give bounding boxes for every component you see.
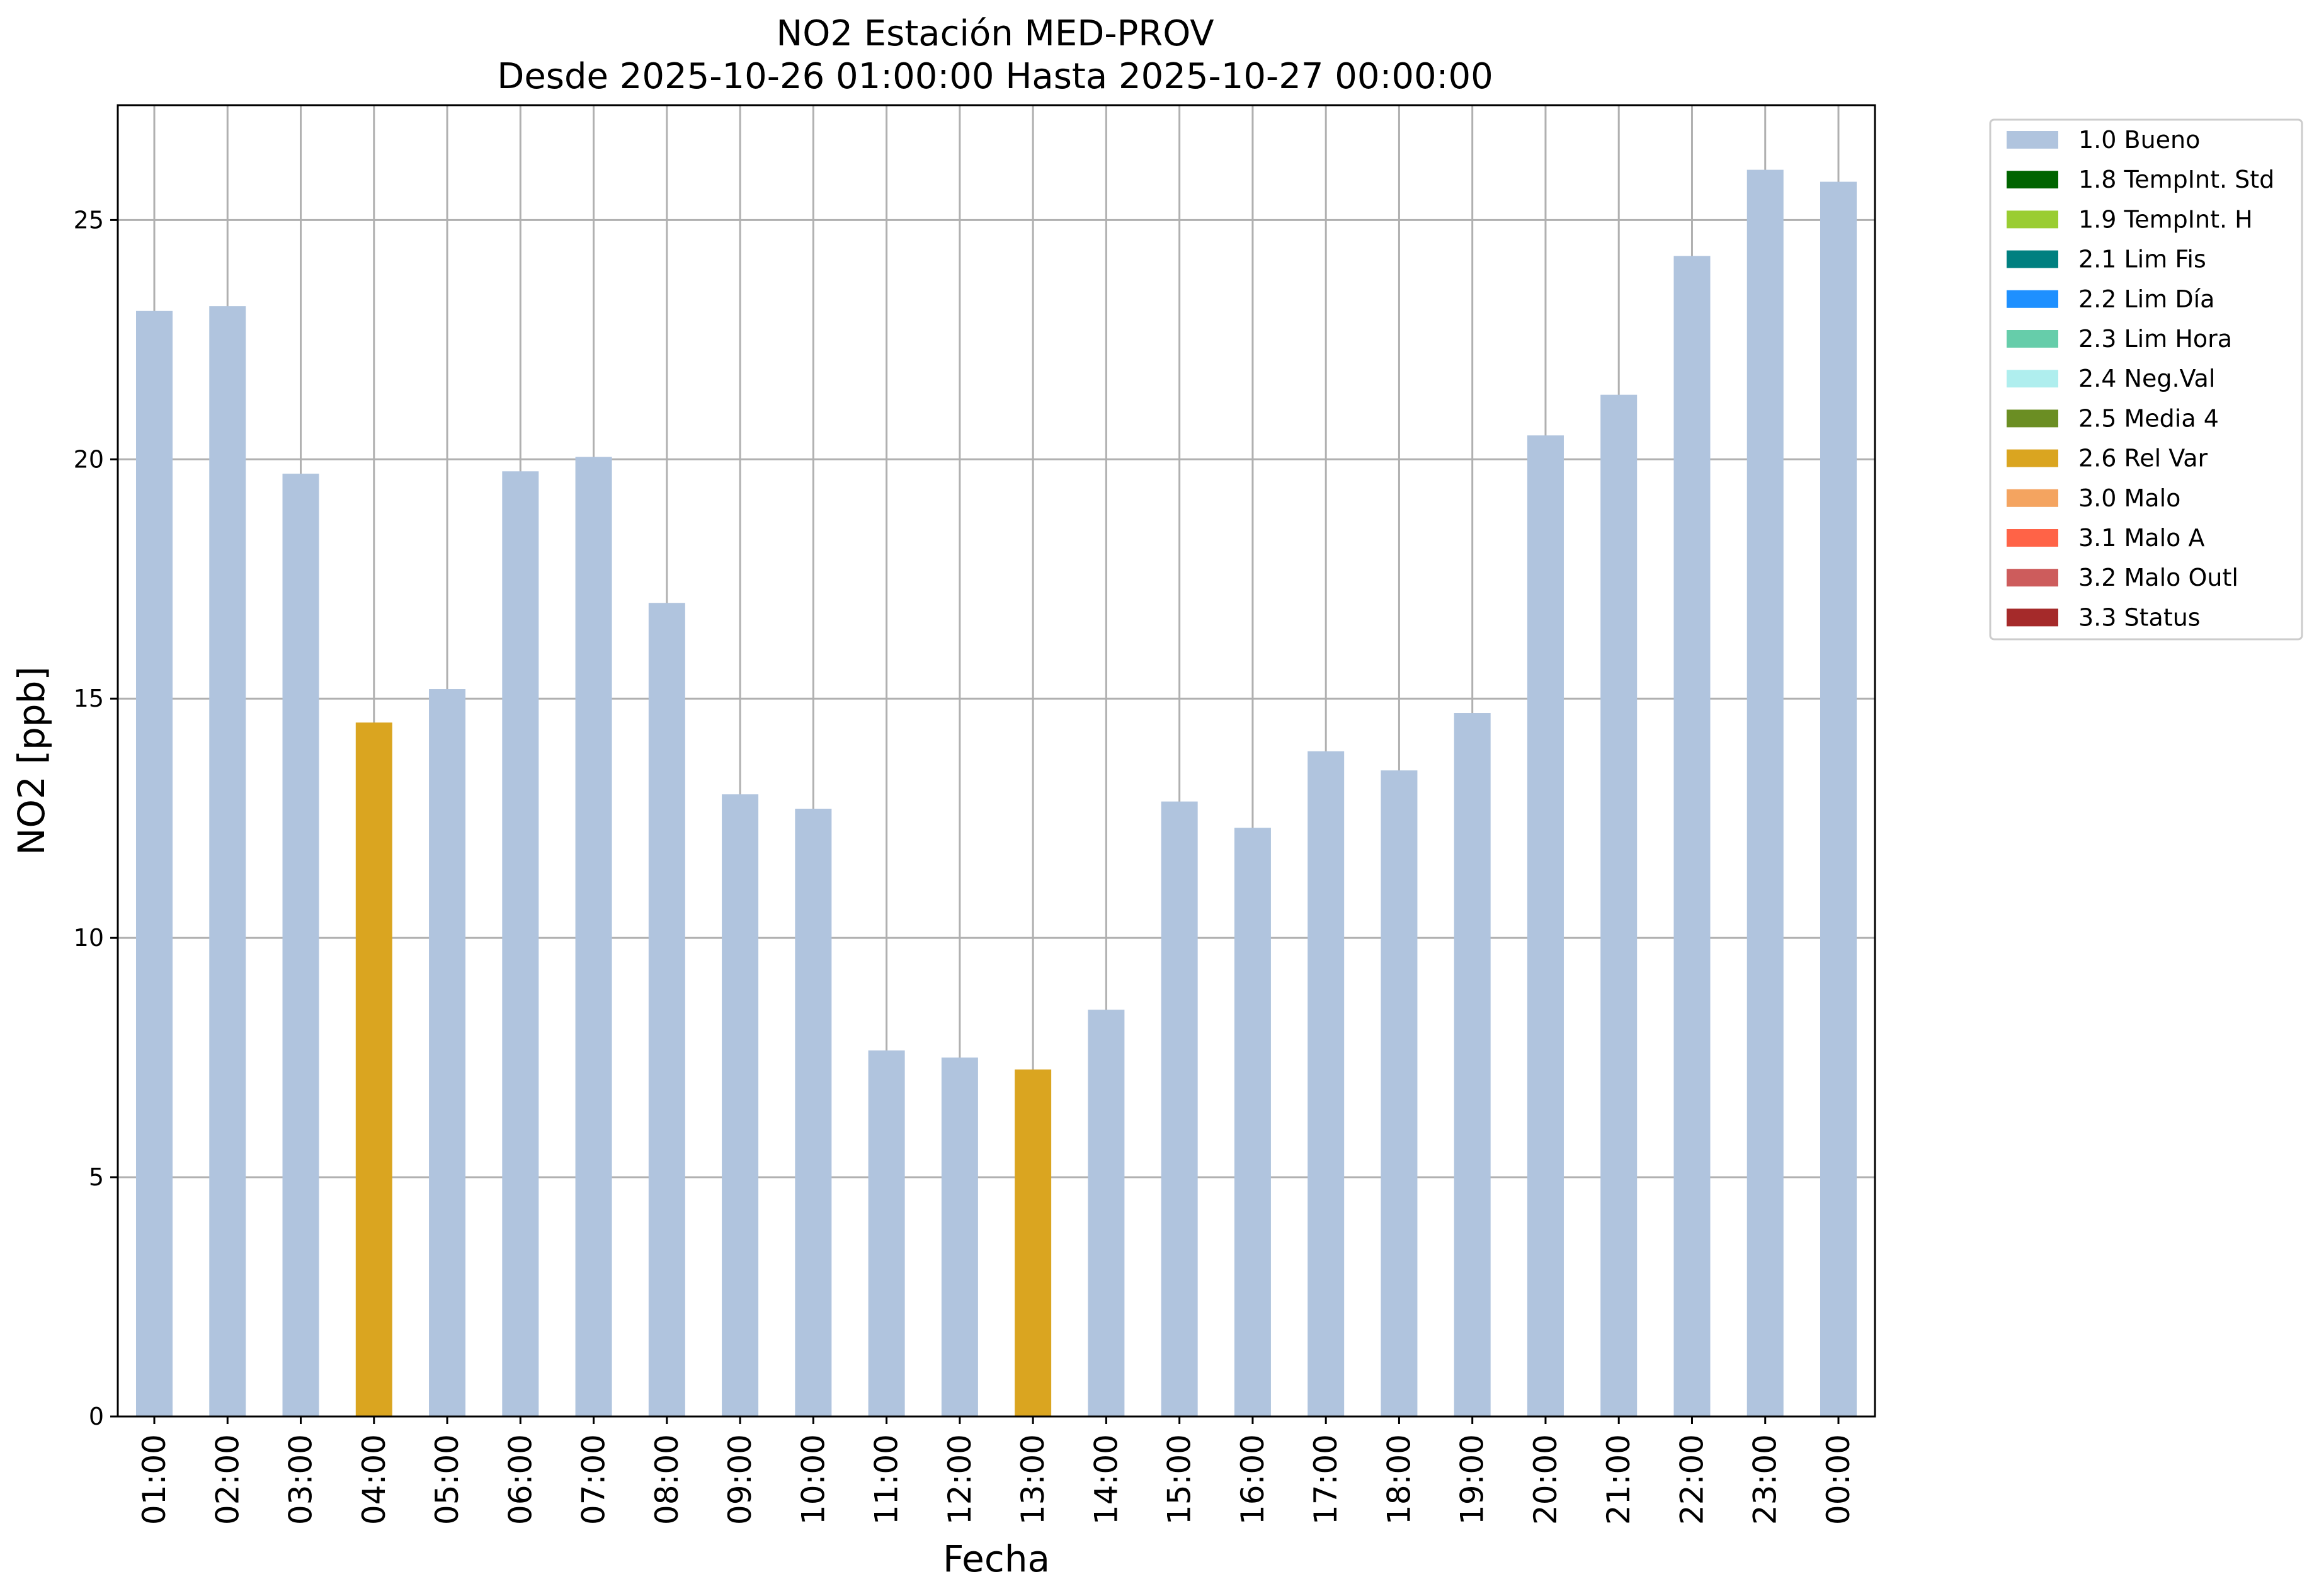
bar-1800 xyxy=(1381,770,1418,1416)
plot-frame xyxy=(117,104,1876,1418)
legend-label: 3.0 Malo xyxy=(2078,484,2180,512)
y-axis-label: NO2 [ppb] xyxy=(10,666,53,855)
x-tick-label: 15:00 xyxy=(1161,1434,1198,1525)
x-tick-label: 12:00 xyxy=(942,1434,978,1525)
legend: 1.0 Bueno 1.8 TempInt. Std 1.9 TempInt. H 2… xyxy=(1989,118,2303,641)
legend-swatch xyxy=(2007,569,2058,587)
y-tick-label: 0 xyxy=(89,1403,104,1430)
legend-label: 2.5 Media 4 xyxy=(2078,404,2219,432)
bar-2100 xyxy=(1600,394,1638,1416)
bar-1000 xyxy=(795,808,832,1416)
legend-swatch xyxy=(2007,529,2058,547)
legend-label: 3.1 Malo A xyxy=(2078,524,2204,552)
legend-swatch xyxy=(2007,409,2058,428)
x-tick-label: 09:00 xyxy=(722,1434,758,1525)
bar-0900 xyxy=(722,794,759,1416)
legend-swatch xyxy=(2007,489,2058,507)
x-tick-label: 14:00 xyxy=(1088,1434,1124,1525)
x-tick-label: 05:00 xyxy=(429,1434,465,1525)
x-tick-label: 10:00 xyxy=(795,1434,831,1525)
bar-0700 xyxy=(575,457,612,1416)
x-tick-label: 07:00 xyxy=(576,1434,612,1525)
bar-0300 xyxy=(282,474,319,1416)
bars xyxy=(136,169,1857,1417)
bar-1700 xyxy=(1308,751,1345,1416)
y-tick-label: 5 xyxy=(89,1163,104,1191)
bar-0800 xyxy=(648,603,685,1416)
x-tick-label: 19:00 xyxy=(1454,1434,1491,1525)
x-tick-label: 11:00 xyxy=(869,1434,905,1525)
legend-label: 1.8 TempInt. Std xyxy=(2078,166,2274,193)
legend-swatch xyxy=(2007,131,2058,149)
chart-title-line2: Desde 2025-10-26 01:00:00 Hasta 2025-10-… xyxy=(497,56,1493,97)
x-tick-label: 00:00 xyxy=(1820,1434,1857,1525)
legend-label: 2.4 Neg.Val xyxy=(2078,365,2215,392)
bar-0400 xyxy=(355,722,392,1416)
legend-swatch xyxy=(2007,210,2058,229)
legend-swatch xyxy=(2007,250,2058,268)
bar-0200 xyxy=(209,306,246,1416)
x-tick-label: 18:00 xyxy=(1381,1434,1417,1525)
bar-1400 xyxy=(1088,1010,1125,1416)
legend-label: 2.3 Lim Hora xyxy=(2078,325,2232,353)
x-tick-label: 21:00 xyxy=(1600,1434,1637,1525)
bar-1200 xyxy=(941,1057,978,1416)
x-tick-label: 01:00 xyxy=(136,1434,173,1525)
x-tick-label: 03:00 xyxy=(283,1434,319,1525)
y-tick-label: 15 xyxy=(74,685,104,712)
x-tick-label: 17:00 xyxy=(1308,1434,1344,1525)
bar-0000 xyxy=(1820,181,1857,1416)
legend-swatch xyxy=(2007,330,2058,348)
x-tick-label: 20:00 xyxy=(1527,1434,1564,1525)
x-axis-ticks: 01:00 02:00 03:00 04:00 05:00 06:00 07:00 08:00… xyxy=(136,1416,1857,1525)
bar-0600 xyxy=(502,471,539,1416)
bar-1300 xyxy=(1015,1069,1052,1416)
legend-swatch xyxy=(2007,449,2058,467)
legend-label: 2.2 Lim Día xyxy=(2078,285,2214,313)
x-tick-label: 23:00 xyxy=(1747,1434,1784,1525)
x-tick-label: 22:00 xyxy=(1673,1434,1710,1525)
bar-1100 xyxy=(868,1050,905,1416)
bar-1500 xyxy=(1161,801,1198,1416)
x-axis-label: Fecha xyxy=(943,1537,1050,1580)
x-tick-label: 04:00 xyxy=(356,1434,392,1525)
x-tick-label: 06:00 xyxy=(502,1434,538,1525)
bar-0100 xyxy=(136,311,173,1417)
y-tick-label: 20 xyxy=(74,445,104,473)
bar-2300 xyxy=(1746,169,1784,1416)
bar-1900 xyxy=(1454,713,1491,1416)
legend-label: 3.2 Malo Outl xyxy=(2078,564,2238,591)
x-tick-label: 16:00 xyxy=(1234,1434,1271,1525)
legend-label: 1.0 Bueno xyxy=(2078,126,2200,154)
legend-swatch xyxy=(2007,370,2058,388)
y-tick-label: 10 xyxy=(74,924,104,952)
bar-1600 xyxy=(1234,828,1271,1416)
legend-swatch xyxy=(2007,608,2058,627)
x-tick-label: 02:00 xyxy=(209,1434,246,1525)
bar-0500 xyxy=(429,689,466,1416)
y-axis-ticks: 0 5 10 15 20 25 xyxy=(74,206,118,1430)
bar-2200 xyxy=(1673,256,1711,1416)
x-tick-label: 08:00 xyxy=(649,1434,685,1525)
y-tick-label: 25 xyxy=(74,206,104,234)
legend-box xyxy=(1989,118,2303,641)
bar-2000 xyxy=(1527,435,1564,1416)
legend-items: 1.0 Bueno 1.8 TempInt. Std 1.9 TempInt. H 2… xyxy=(2007,126,2274,631)
legend-swatch xyxy=(2007,171,2058,189)
x-tick-label: 13:00 xyxy=(1015,1434,1051,1525)
chart-title-line1: NO2 Estación MED-PROV xyxy=(776,13,1214,54)
legend-swatch xyxy=(2007,290,2058,308)
legend-label: 2.6 Rel Var xyxy=(2078,445,2208,472)
legend-label: 3.3 Status xyxy=(2078,603,2201,631)
legend-label: 2.1 Lim Fis xyxy=(2078,246,2206,273)
legend-label: 1.9 TempInt. H xyxy=(2078,205,2253,233)
